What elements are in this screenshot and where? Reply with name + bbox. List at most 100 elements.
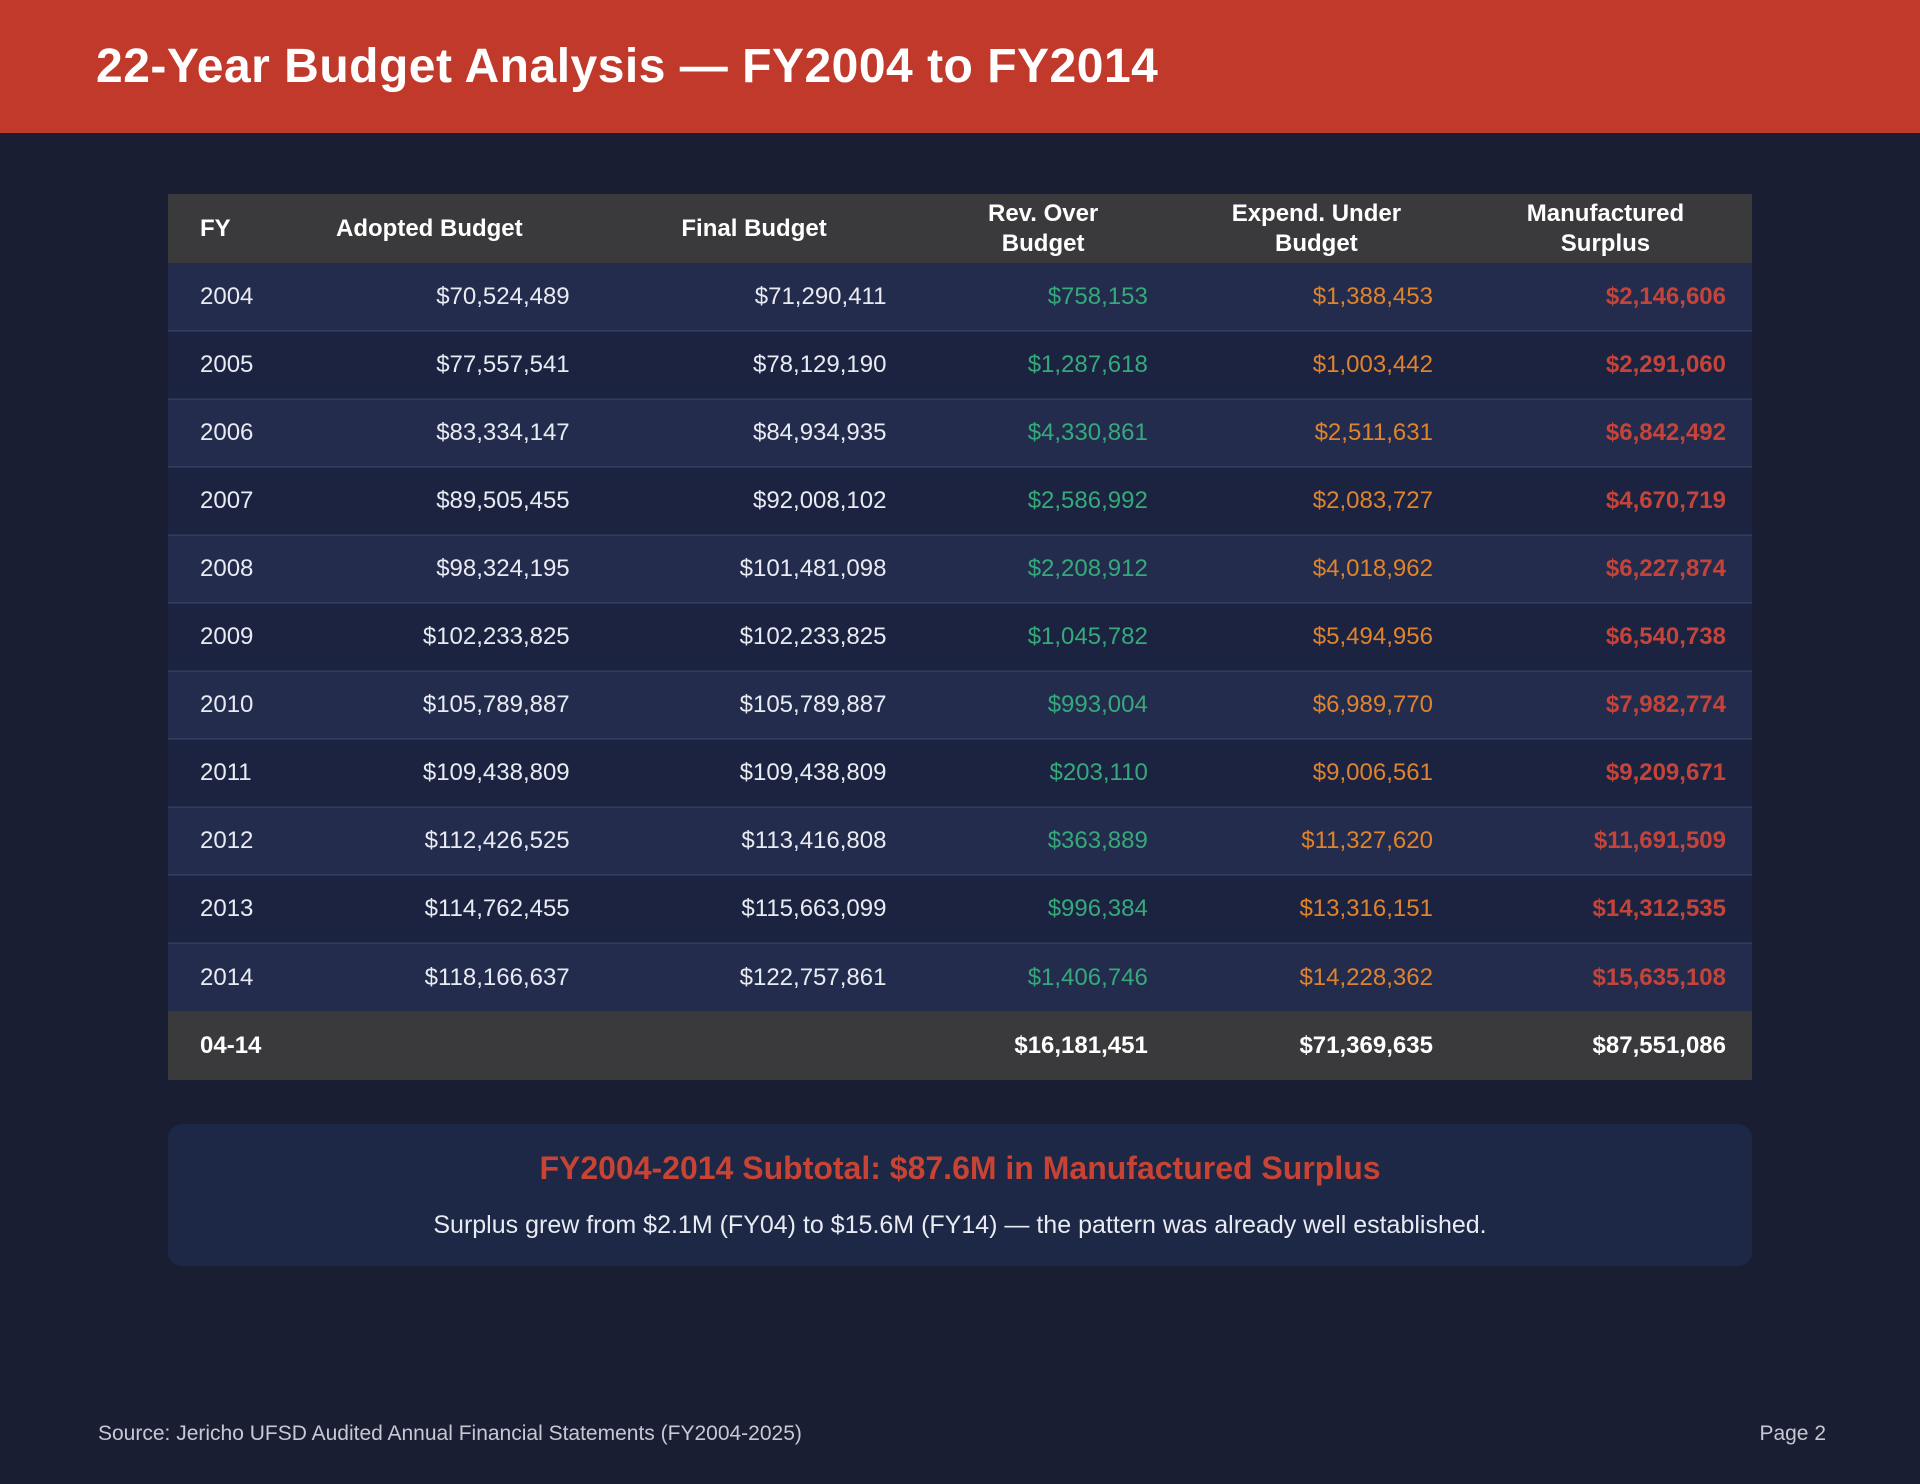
cell-rev-over-budget: $1,045,782 xyxy=(1027,623,1148,650)
summary-note: Surplus grew from $2.1M (FY04) to $15.6M… xyxy=(433,1211,1487,1239)
cell-rev-over-budget: $363,889 xyxy=(1047,827,1148,854)
column-header-manufactured-surplus: Manufactured Surplus xyxy=(1458,194,1752,263)
table-row: 2011 $109,438,809 $109,438,809 $203,110 … xyxy=(168,739,1752,807)
cell-fy: 2014 xyxy=(200,963,254,991)
column-header-adopted-budget: Adopted Budget xyxy=(263,194,596,263)
summary-box: FY2004-2014 Subtotal: $87.6M in Manufact… xyxy=(168,1124,1752,1266)
cell-rev-over-budget: $1,406,746 xyxy=(1027,963,1148,991)
table-header: FY Adopted Budget Final Budget Rev. Over… xyxy=(168,194,1752,263)
total-adopted-empty xyxy=(263,1011,596,1080)
table-row: 2012 $112,426,525 $113,416,808 $363,889 … xyxy=(168,807,1752,875)
cell-manufactured-surplus: $6,227,874 xyxy=(1605,555,1726,582)
cell-rev-over-budget: $758,153 xyxy=(1047,282,1148,310)
table-row: 2007 $89,505,455 $92,008,102 $2,586,992 … xyxy=(168,467,1752,535)
cell-fy: 2004 xyxy=(200,282,254,310)
cell-expend-under-budget: $14,228,362 xyxy=(1299,963,1433,991)
cell-adopted-budget: $102,233,825 xyxy=(422,623,570,650)
page-footer: Source: Jericho UFSD Audited Annual Fina… xyxy=(98,1422,1826,1446)
page-number: Page 2 xyxy=(1759,1422,1826,1445)
cell-rev-over-budget: $993,004 xyxy=(1047,691,1148,718)
cell-adopted-budget: $118,166,637 xyxy=(424,963,570,991)
cell-manufactured-surplus: $7,982,774 xyxy=(1605,691,1726,718)
table-row: 2008 $98,324,195 $101,481,098 $2,208,912… xyxy=(168,535,1752,603)
cell-expend-under-budget: $4,018,962 xyxy=(1312,555,1433,582)
table-row: 2010 $105,789,887 $105,789,887 $993,004 … xyxy=(168,671,1752,739)
cell-final-budget: $102,233,825 xyxy=(739,623,887,650)
cell-rev-over-budget: $2,208,912 xyxy=(1027,555,1148,582)
cell-manufactured-surplus: $15,635,108 xyxy=(1592,963,1726,991)
cell-expend-under-budget: $6,989,770 xyxy=(1312,691,1433,718)
table-row: 2005 $77,557,541 $78,129,190 $1,287,618 … xyxy=(168,331,1752,399)
cell-rev-over-budget: $996,384 xyxy=(1047,895,1148,922)
cell-adopted-budget: $109,438,809 xyxy=(422,759,570,786)
budget-table: FY Adopted Budget Final Budget Rev. Over… xyxy=(168,194,1752,1080)
column-header-rev-over-budget: Rev. Over Budget xyxy=(912,194,1174,263)
cell-fy: 2010 xyxy=(200,691,254,718)
cell-manufactured-surplus: $11,691,509 xyxy=(1593,827,1726,854)
cell-expend-under-budget: $9,006,561 xyxy=(1312,759,1433,786)
table-row: 2009 $102,233,825 $102,233,825 $1,045,78… xyxy=(168,603,1752,671)
cell-adopted-budget: $70,524,489 xyxy=(436,282,570,310)
cell-final-budget: $101,481,098 xyxy=(739,555,887,582)
column-header-final-budget: Final Budget xyxy=(595,194,913,263)
cell-final-budget: $113,416,808 xyxy=(741,827,887,854)
cell-final-budget: $109,438,809 xyxy=(739,759,887,786)
cell-rev-over-budget: $1,287,618 xyxy=(1027,351,1148,378)
cell-fy: 2013 xyxy=(200,895,254,922)
source-text: Source: Jericho UFSD Audited Annual Fina… xyxy=(98,1422,802,1445)
table-row: 2013 $114,762,455 $115,663,099 $996,384 … xyxy=(168,875,1752,943)
cell-final-budget: $84,934,935 xyxy=(752,419,887,446)
cell-fy: 2012 xyxy=(200,827,254,854)
total-row: 04-14 $16,181,451 $71,369,635 $87,551,08… xyxy=(168,1011,1752,1080)
cell-expend-under-budget: $2,083,727 xyxy=(1312,487,1433,514)
header-row: FY Adopted Budget Final Budget Rev. Over… xyxy=(168,194,1752,263)
cell-adopted-budget: $114,762,455 xyxy=(424,895,570,922)
cell-adopted-budget: $98,324,195 xyxy=(436,555,570,582)
cell-final-budget: $92,008,102 xyxy=(752,487,887,514)
cell-rev-over-budget: $2,586,992 xyxy=(1027,487,1148,514)
cell-fy: 2008 xyxy=(200,555,254,582)
cell-manufactured-surplus: $2,291,060 xyxy=(1605,351,1726,378)
cell-manufactured-surplus: $4,670,719 xyxy=(1605,487,1726,514)
cell-expend-under-budget: $5,494,956 xyxy=(1312,623,1433,650)
total-fy: 04-14 xyxy=(168,1011,264,1080)
cell-final-budget: $71,290,411 xyxy=(754,282,887,310)
total-manufactured-surplus: $87,551,086 xyxy=(1458,1011,1752,1080)
cell-manufactured-surplus: $14,312,535 xyxy=(1592,895,1726,922)
cell-adopted-budget: $89,505,455 xyxy=(436,487,570,514)
table-row: 2006 $83,334,147 $84,934,935 $4,330,861 … xyxy=(168,399,1752,467)
main-content: FY Adopted Budget Final Budget Rev. Over… xyxy=(168,194,1752,1266)
total-rev-over-budget: $16,181,451 xyxy=(912,1011,1174,1080)
cell-expend-under-budget: $11,327,620 xyxy=(1301,827,1433,854)
cell-manufactured-surplus: $6,842,492 xyxy=(1605,419,1726,446)
cell-fy: 2011 xyxy=(200,759,252,786)
cell-manufactured-surplus: $2,146,606 xyxy=(1605,282,1726,310)
cell-fy: 2006 xyxy=(200,419,254,446)
column-header-expend-under-budget: Expend. Under Budget xyxy=(1173,194,1459,263)
cell-final-budget: $115,663,099 xyxy=(741,895,887,922)
cell-manufactured-surplus: $6,540,738 xyxy=(1605,623,1726,650)
cell-adopted-budget: $83,334,147 xyxy=(436,419,570,446)
cell-expend-under-budget: $1,388,453 xyxy=(1312,282,1433,310)
table-row: 2014 $118,166,637 $122,757,861 $1,406,74… xyxy=(168,943,1752,1011)
table-row: 2004 $70,524,489 $71,290,411 $758,153 $1… xyxy=(168,263,1752,331)
column-header-fy: FY xyxy=(168,194,264,263)
cell-final-budget: $122,757,861 xyxy=(739,963,887,991)
table-body: 2004 $70,524,489 $71,290,411 $758,153 $1… xyxy=(168,263,1752,1011)
title-banner: 22-Year Budget Analysis — FY2004 to FY20… xyxy=(0,0,1920,133)
cell-fy: 2009 xyxy=(200,623,254,650)
cell-adopted-budget: $112,426,525 xyxy=(424,827,570,854)
cell-expend-under-budget: $2,511,631 xyxy=(1314,419,1433,446)
cell-fy: 2007 xyxy=(200,487,254,514)
cell-fy: 2005 xyxy=(200,351,254,378)
summary-heading: FY2004-2014 Subtotal: $87.6M in Manufact… xyxy=(539,1150,1381,1186)
page-title: 22-Year Budget Analysis — FY2004 to FY20… xyxy=(96,40,1159,93)
cell-final-budget: $78,129,190 xyxy=(752,351,887,378)
cell-manufactured-surplus: $9,209,671 xyxy=(1605,759,1726,786)
total-expend-under-budget: $71,369,635 xyxy=(1173,1011,1459,1080)
cell-final-budget: $105,789,887 xyxy=(739,691,887,718)
cell-expend-under-budget: $13,316,151 xyxy=(1299,895,1433,922)
cell-rev-over-budget: $4,330,861 xyxy=(1027,419,1148,446)
table-footer: 04-14 $16,181,451 $71,369,635 $87,551,08… xyxy=(168,1011,1752,1080)
cell-expend-under-budget: $1,003,442 xyxy=(1312,351,1433,378)
